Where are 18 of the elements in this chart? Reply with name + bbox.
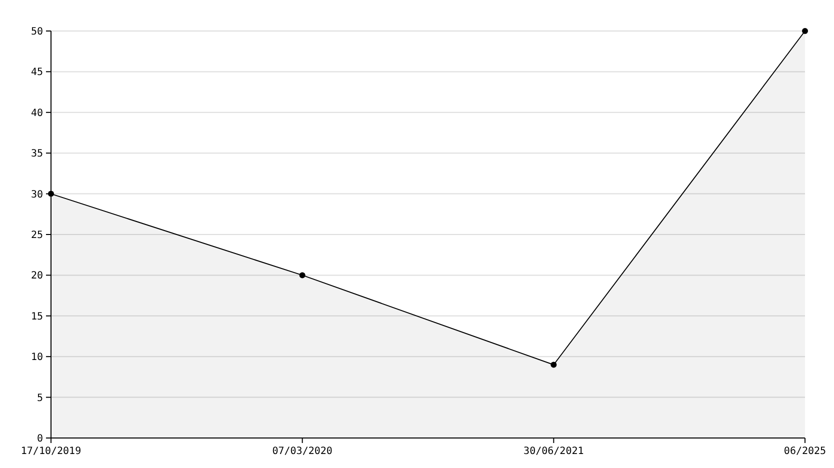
x-tick-label: 06/2025 [784, 446, 826, 457]
point [802, 28, 808, 34]
x-tick-label: 30/06/2021 [524, 446, 584, 457]
point [550, 362, 557, 368]
x-tick-label: 07/03/2020 [272, 446, 332, 457]
point [299, 272, 306, 278]
y-tick-label: 45 [30, 67, 43, 78]
y-tick-label: 25 [30, 230, 43, 241]
y-tick-label: 30 [30, 189, 43, 200]
y-tick-label: 15 [30, 311, 43, 322]
y-tick-label: 35 [30, 148, 43, 160]
x-tick-label: 17/10/2019 [20, 446, 82, 457]
y-tick-label: 10 [30, 352, 43, 364]
y-tick-label: 40 [30, 108, 43, 119]
y-tick-label: 50 [30, 26, 43, 38]
y-tick-label: 0 [36, 434, 43, 444]
y-tick-label: 5 [36, 392, 43, 404]
y-tick-label: 20 [30, 270, 43, 282]
